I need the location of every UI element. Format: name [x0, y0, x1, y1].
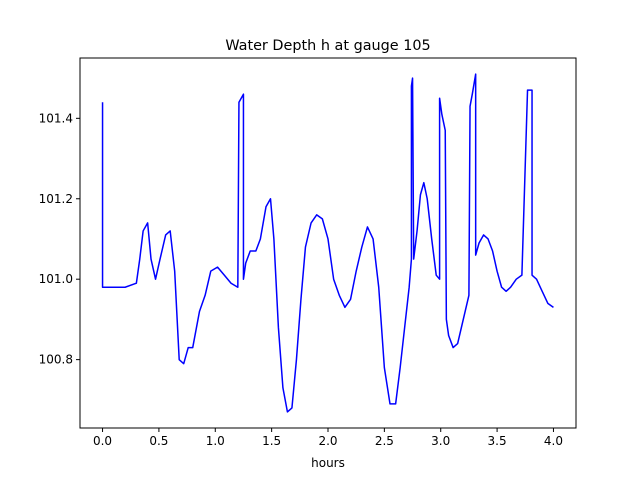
chart-title: Water Depth h at gauge 105: [225, 38, 430, 54]
x-tick-label: 2.0: [318, 434, 337, 448]
x-tick-label: 3.5: [488, 434, 507, 448]
y-tick-label: 101.0: [39, 272, 73, 286]
plot-area: [79, 57, 577, 429]
y-tick-label: 101.2: [39, 192, 73, 206]
y-axis-ticks: 100.8 101.0 101.2 101.4: [39, 111, 80, 367]
x-tick-label: 1.5: [262, 434, 281, 448]
x-tick-label: 2.5: [375, 434, 394, 448]
y-tick-label: 100.8: [39, 353, 73, 367]
x-tick-label: 3.0: [431, 434, 450, 448]
x-tick-label: 0.5: [149, 434, 168, 448]
x-tick-label: 0.0: [93, 434, 112, 448]
series-line-0: [101, 73, 554, 413]
series-layer: [101, 73, 554, 413]
x-axis-ticks: 0.0 0.5 1.0 1.5 2.0 2.5 3.0 3.5 4.0: [93, 428, 563, 448]
x-axis-label: hours: [311, 456, 345, 470]
y-tick-label: 101.4: [39, 111, 73, 125]
x-tick-label: 1.0: [206, 434, 225, 448]
x-tick-label: 4.0: [544, 434, 563, 448]
